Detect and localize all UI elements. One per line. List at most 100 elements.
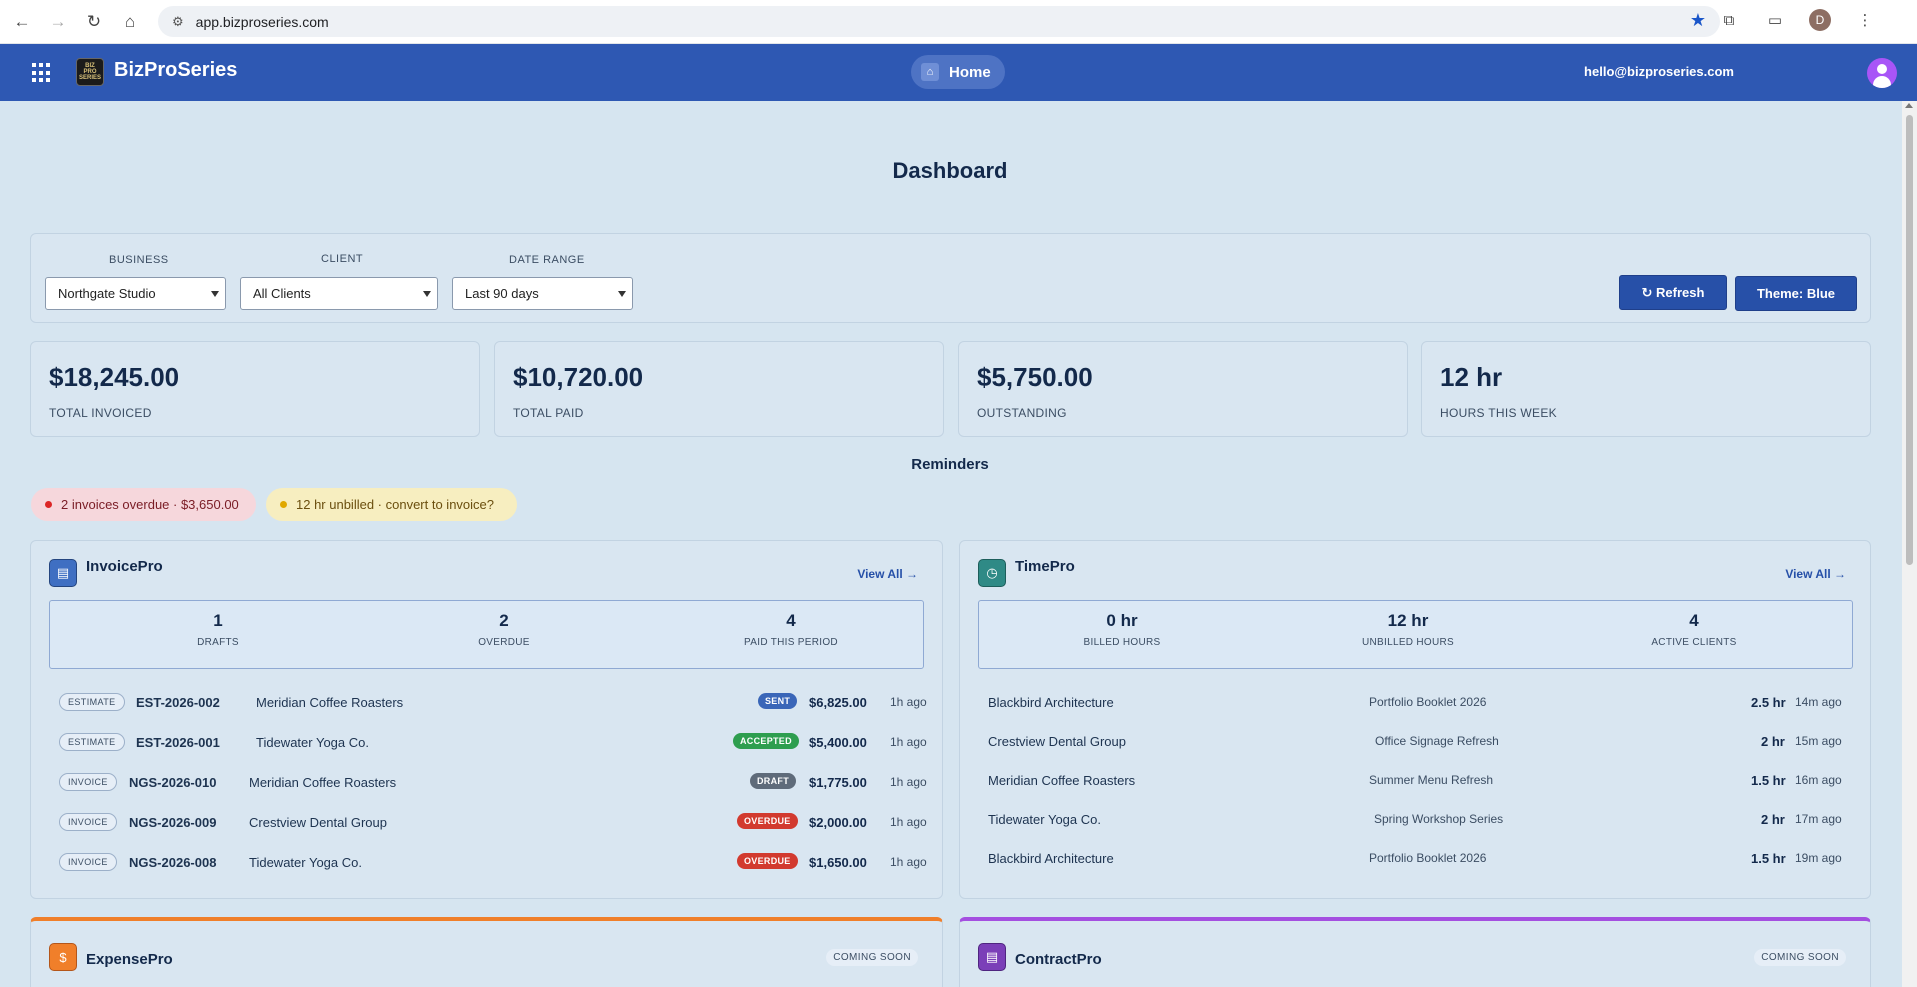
status-badge: SENT (758, 693, 798, 709)
list-item[interactable]: INVOICE NGS-2026-008 Tidewater Yoga Co. … (31, 843, 942, 883)
home-label: Home (949, 63, 991, 81)
menu-dots-icon[interactable]: ⋮ (1857, 12, 1873, 29)
amount: $5,400.00 (809, 735, 867, 750)
client-name: Crestview Dental Group (988, 734, 1126, 749)
stat-label: OUTSTANDING (977, 406, 1067, 420)
module-title: ContractPro (1015, 951, 1102, 968)
client-select[interactable]: All Clients (240, 277, 438, 310)
extensions-icon[interactable]: ⧉ (1723, 11, 1735, 29)
bookmark-star-icon[interactable]: ★ (1689, 10, 1706, 30)
home-icon[interactable]: ⌂ (124, 11, 136, 31)
reminder-overdue[interactable]: 2 invoices overdue · $3,650.00 (31, 488, 256, 521)
module-title: TimePro (1015, 558, 1075, 575)
list-item[interactable]: Blackbird Architecture Portfolio Booklet… (960, 839, 1870, 879)
time-ago: 17m ago (1795, 812, 1842, 826)
time-ago: 1h ago (890, 815, 927, 829)
module-title: InvoicePro (86, 558, 163, 575)
client-name: Crestview Dental Group (249, 815, 387, 830)
brand-logo: BIZ PRO SERIES (76, 58, 104, 86)
project-name: Portfolio Booklet 2026 (1369, 695, 1487, 709)
list-item[interactable]: Meridian Coffee Roasters Summer Menu Ref… (960, 761, 1870, 801)
expensepro-card: $ ExpensePro COMING SOON (30, 917, 943, 987)
timepro-card: ◷ TimePro View All → 0 hr BILLED HOURS 1… (959, 540, 1871, 899)
site-info-icon[interactable]: ⚙ (172, 13, 184, 29)
user-avatar-icon[interactable] (1867, 58, 1897, 88)
list-item[interactable]: Crestview Dental Group Office Signage Re… (960, 722, 1870, 762)
summary-drafts: 1 DRAFTS (118, 611, 318, 648)
list-item[interactable]: Blackbird Architecture Portfolio Booklet… (960, 683, 1870, 723)
summary-caption: OVERDUE (478, 637, 530, 648)
type-tag: INVOICE (59, 773, 117, 791)
refresh-button[interactable]: ↻ Refresh (1619, 275, 1727, 310)
reminder-text: 12 hr unbilled · convert to invoice? (296, 497, 495, 512)
status-badge: ACCEPTED (733, 733, 799, 749)
reminder-text: 2 invoices overdue · $3,650.00 (61, 497, 239, 512)
status-badge: DRAFT (750, 773, 796, 789)
amount: $6,825.00 (809, 695, 867, 710)
list-item[interactable]: Tidewater Yoga Co. Spring Workshop Serie… (960, 800, 1870, 840)
browser-profile-avatar[interactable]: D (1809, 9, 1831, 31)
document-id: EST-2026-002 (136, 695, 220, 710)
timepro-summary: 0 hr BILLED HOURS 12 hr UNBILLED HOURS 4… (978, 600, 1853, 669)
business-select[interactable]: Northgate Studio (45, 277, 226, 310)
summary-caption: PAID THIS PERIOD (744, 637, 838, 648)
summary-unbilled-hours: 12 hr UNBILLED HOURS (1308, 611, 1508, 648)
back-arrow-icon[interactable]: ← (13, 11, 31, 31)
page-title: Dashboard (892, 158, 1008, 183)
date-range-select[interactable]: Last 90 days (452, 277, 633, 310)
hours: 1.5 hr (1751, 851, 1786, 866)
time-ago: 16m ago (1795, 773, 1842, 787)
scrollbar-thumb[interactable] (1906, 115, 1913, 565)
project-name: Spring Workshop Series (1374, 812, 1504, 826)
type-tag: ESTIMATE (59, 733, 125, 751)
invoicepro-view-all-link[interactable]: View All → (857, 567, 918, 581)
brand-name[interactable]: BizProSeries (114, 59, 238, 81)
invoicepro-summary: 1 DRAFTS 2 OVERDUE 4 PAID THIS PERIOD (49, 600, 924, 669)
document-id: NGS-2026-010 (129, 775, 217, 790)
list-item[interactable]: INVOICE NGS-2026-010 Meridian Coffee Roa… (31, 763, 942, 803)
list-item[interactable]: INVOICE NGS-2026-009 Crestview Dental Gr… (31, 803, 942, 843)
reload-icon[interactable]: ↻ (86, 11, 102, 31)
summary-billed-hours: 0 hr BILLED HOURS (1022, 611, 1222, 648)
reminder-unbilled[interactable]: 12 hr unbilled · convert to invoice? (266, 488, 517, 521)
coming-soon-badge: COMING SOON (826, 949, 918, 966)
app-header: BIZ PRO SERIES BizProSeries ⌂ Home hello@b… (0, 44, 1917, 101)
business-label: BUSINESS (109, 254, 169, 266)
address-bar[interactable]: ⚙ app.bizproseries.com ★ (158, 6, 1720, 37)
status-badge: OVERDUE (737, 853, 798, 869)
time-ago: 19m ago (1795, 851, 1842, 865)
list-item[interactable]: ESTIMATE EST-2026-001 Tidewater Yoga Co.… (31, 723, 942, 763)
status-badge: OVERDUE (737, 813, 798, 829)
summary-active-clients: 4 ACTIVE CLIENTS (1594, 611, 1794, 648)
amount: $1,775.00 (809, 775, 867, 790)
user-email: hello@bizproseries.com (1584, 64, 1734, 79)
hours: 1.5 hr (1751, 773, 1786, 788)
page-scrollbar[interactable] (1902, 101, 1917, 987)
forward-arrow-icon[interactable]: → (49, 11, 67, 31)
timepro-view-all-link[interactable]: View All → (1785, 567, 1846, 581)
summary-caption: BILLED HOURS (1083, 637, 1161, 648)
home-button[interactable]: ⌂ Home (911, 55, 1005, 89)
cast-icon[interactable]: ▭ (1767, 12, 1783, 29)
stat-label: HOURS THIS WEEK (1440, 406, 1557, 420)
time-ago: 1h ago (890, 735, 927, 749)
summary-number: 0 hr (1106, 611, 1138, 630)
time-ago: 1h ago (890, 695, 927, 709)
stat-hours-this-week: 12 hr HOURS THIS WEEK (1421, 341, 1871, 437)
list-item[interactable]: ESTIMATE EST-2026-002 Meridian Coffee Ro… (31, 683, 942, 723)
date-range-value: Last 90 days (465, 286, 539, 301)
hours: 2 hr (1761, 734, 1785, 749)
summary-number: 2 (499, 611, 509, 630)
chevron-down-icon (423, 291, 431, 297)
theme-button[interactable]: Theme: Blue (1735, 276, 1857, 311)
project-name: Summer Menu Refresh (1369, 773, 1494, 787)
client-name: Tidewater Yoga Co. (256, 735, 369, 750)
summary-number: 4 (786, 611, 796, 630)
date-range-label: DATE RANGE (509, 254, 585, 266)
client-name: Meridian Coffee Roasters (256, 695, 404, 710)
stat-value: $18,245.00 (49, 362, 180, 392)
time-ago: 14m ago (1795, 695, 1842, 709)
scroll-up-arrow-icon[interactable] (1905, 103, 1913, 108)
apps-grid-icon[interactable] (32, 63, 52, 83)
client-name: Blackbird Architecture (988, 851, 1114, 866)
